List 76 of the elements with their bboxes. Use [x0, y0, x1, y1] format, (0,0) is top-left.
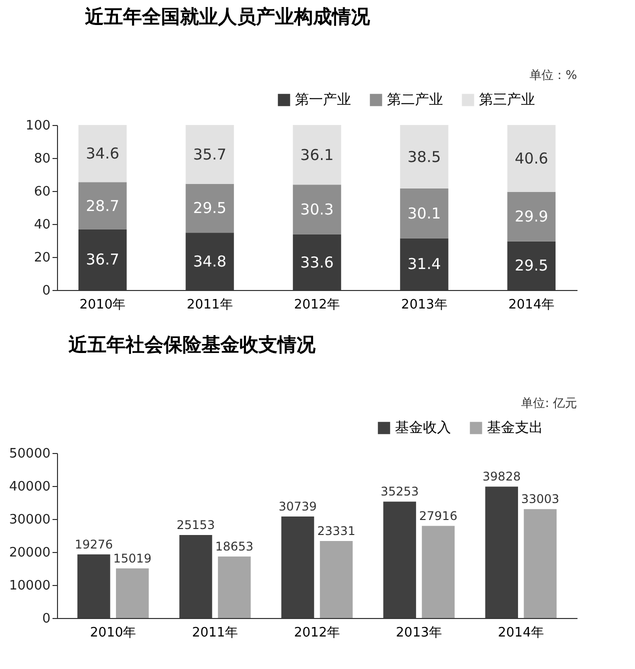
text: 单位: 亿元: [521, 396, 577, 410]
y-tick-label: 40000: [9, 480, 50, 494]
data-label: 30739: [278, 500, 317, 514]
chart-title: 近五年社会保险基金收支情况: [68, 334, 317, 356]
x-tick-label: 2013年: [396, 626, 442, 640]
data-label: 35.7: [193, 145, 226, 164]
data-label: 25153: [176, 518, 215, 532]
data-label: 31.4: [408, 255, 441, 274]
chart-title: 近五年全国就业人员产业构成情况: [84, 6, 372, 28]
y-tick-label: 20: [34, 250, 50, 266]
data-label: 34.6: [86, 144, 120, 163]
x-tick-label: 2013年: [401, 298, 448, 312]
bar: [320, 541, 353, 618]
y-tick-label: 100: [26, 118, 50, 134]
data-label: 34.8: [193, 252, 226, 270]
bar: [77, 554, 110, 618]
legend-label: 第一产业: [295, 92, 351, 108]
data-label: 29.5: [514, 256, 548, 275]
bar: [400, 188, 448, 238]
legend-label: 基金收入: [395, 420, 451, 436]
x-tick-label: 2011年: [186, 298, 233, 312]
bar: [524, 509, 557, 618]
bar: [116, 568, 149, 618]
x-tick-label: 2010年: [80, 298, 126, 312]
bar: [78, 125, 127, 182]
data-label: 18653: [215, 539, 254, 554]
y-tick-label: 20000: [9, 546, 50, 560]
legend-label: 第三产业: [479, 92, 535, 108]
bar: [218, 556, 251, 618]
x-tick-label: 2012年: [294, 298, 340, 312]
data-label: 29.5: [193, 199, 226, 218]
data-label: 38.5: [408, 148, 441, 166]
text: 单位：%: [530, 68, 577, 82]
data-label: 36.1: [300, 146, 334, 164]
bar: [422, 526, 455, 618]
y-tick-label: 0: [42, 612, 50, 626]
data-label: 23331: [317, 524, 356, 538]
data-label: 29.9: [514, 208, 548, 226]
bar: [507, 125, 556, 192]
legend-label: 第二产业: [387, 92, 443, 108]
bar: [507, 192, 556, 242]
bar: [186, 125, 234, 184]
data-label: 15019: [113, 551, 152, 566]
data-label: 30.1: [408, 204, 441, 222]
data-label: 27916: [419, 508, 458, 523]
y-tick-label: 80: [34, 152, 50, 166]
x-tick-label: 2012年: [294, 626, 340, 640]
data-label: 30.3: [300, 200, 334, 219]
bar: [179, 534, 212, 618]
y-tick-label: 10000: [9, 578, 50, 594]
bar: [383, 502, 416, 618]
bar: [485, 486, 518, 618]
legend-label: 基金支出: [487, 420, 543, 436]
y-tick-label: 40: [34, 218, 50, 232]
data-label: 28.7: [86, 196, 120, 215]
data-label: 39828: [482, 470, 521, 484]
data-label: 36.7: [86, 250, 120, 269]
bar: [186, 184, 234, 233]
bar: [281, 516, 314, 618]
data-label: 33.6: [300, 253, 334, 272]
x-tick-label: 2010年: [90, 626, 136, 640]
data-label: 19276: [74, 537, 113, 552]
bar: [78, 182, 127, 230]
y-tick-label: 30000: [9, 512, 50, 528]
y-tick-label: 60: [34, 184, 50, 200]
y-tick-label: 50000: [9, 446, 50, 462]
data-label: 33003: [521, 492, 560, 506]
bar: [292, 184, 342, 235]
x-tick-label: 2014年: [508, 298, 554, 312]
y-tick-label: 0: [42, 284, 50, 298]
x-tick-label: 2011年: [192, 626, 238, 640]
data-label: 40.6: [514, 149, 548, 168]
bar: [292, 125, 342, 185]
x-tick-label: 2014年: [498, 626, 544, 640]
data-label: 35253: [380, 484, 419, 499]
bar: [400, 125, 448, 189]
